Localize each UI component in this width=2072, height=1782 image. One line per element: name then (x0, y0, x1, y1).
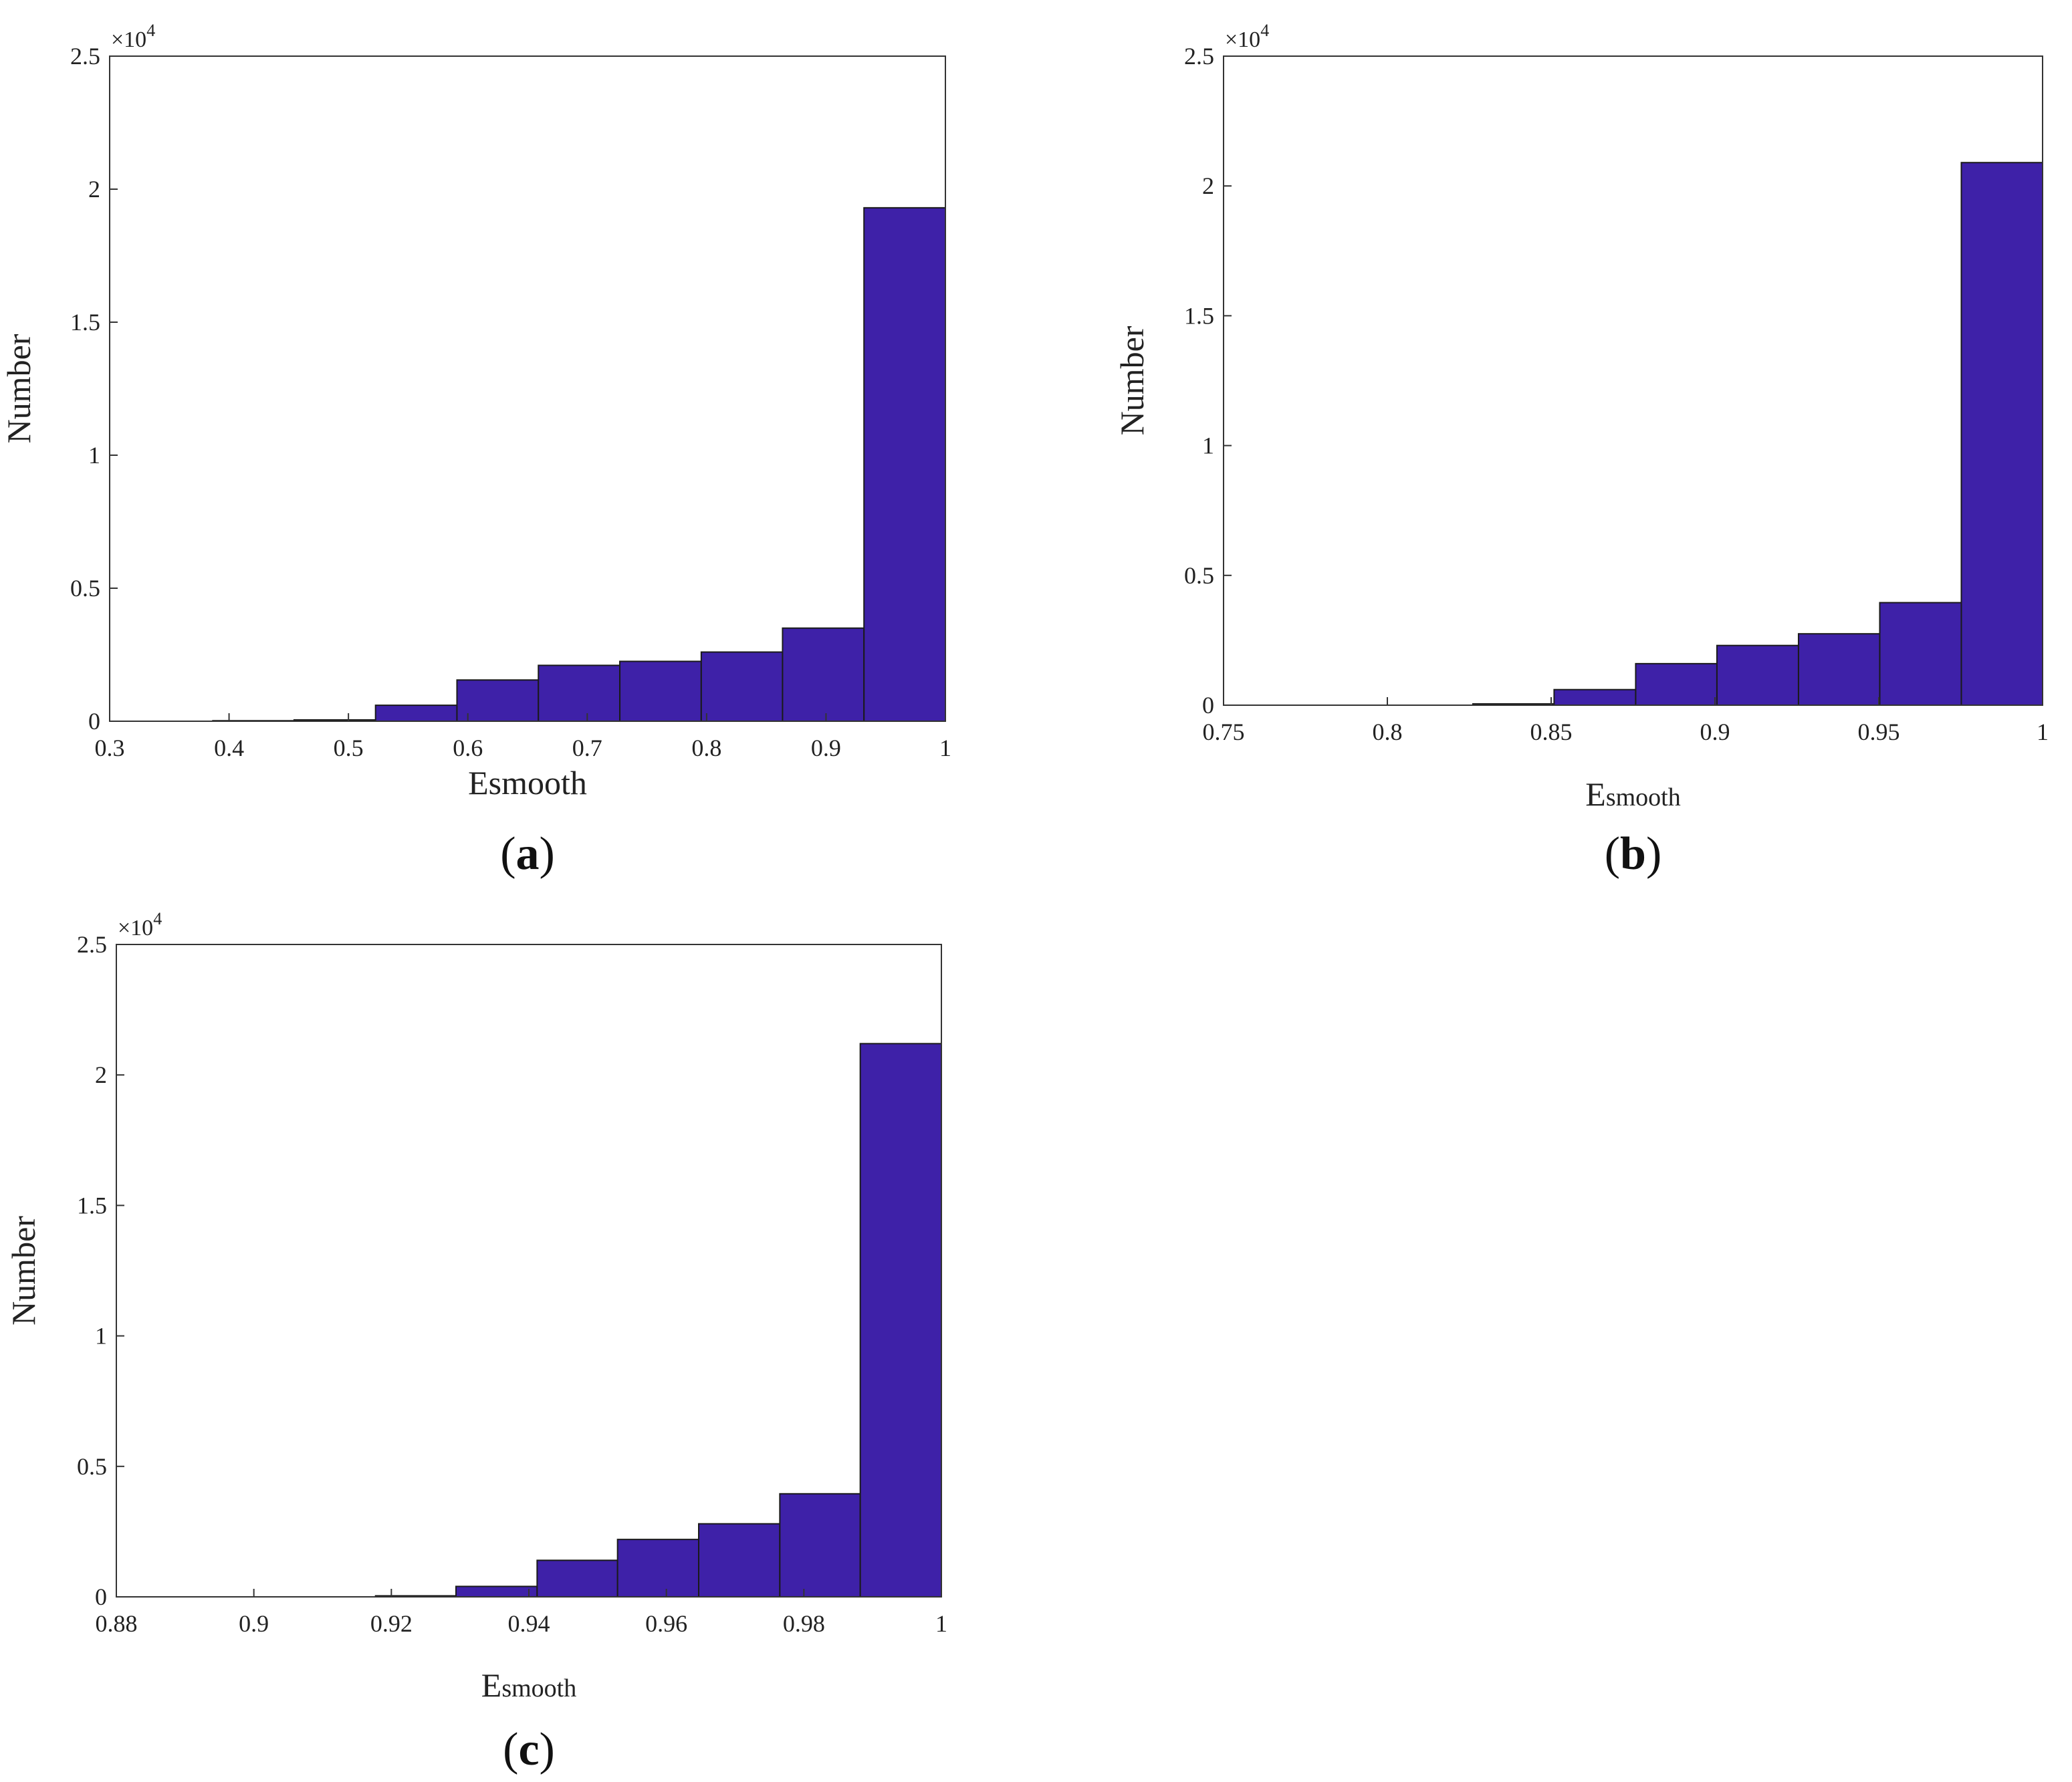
bar-b-3 (1553, 688, 1637, 707)
y-tick-label-a-4: 2 (88, 176, 100, 203)
x-tick-label-a-5: 0.8 (691, 735, 721, 761)
x-tick-label-a-3: 0.6 (453, 735, 483, 761)
y-tick-label-c-4: 2 (95, 1061, 107, 1088)
y-tick-label-a-2: 1 (88, 442, 100, 469)
bar-c-8 (859, 1043, 942, 1598)
chart-a: 0.3 0.4 0.5 0.6 0.7 0.8 0.9 1 0 0.5 1 1.5 2 2.5 ×104 Nu… (0, 21, 951, 880)
x-tick-label-c-0: 0.88 (96, 1610, 138, 1637)
x-tick-label-b-4: 0.95 (1858, 719, 1900, 745)
plot-frame-a (109, 55, 946, 722)
y-exponent-c: ×104 (118, 909, 162, 940)
panel-label-a: (a) (500, 828, 555, 880)
bar-c-4 (536, 1559, 618, 1598)
x-tick-label-c-4: 0.96 (645, 1610, 687, 1637)
bar-a-5 (538, 664, 621, 722)
x-tick-label-b-5: 1 (2037, 719, 2049, 745)
bar-b-8 (1960, 162, 2043, 706)
panel-label-b: (b) (1605, 828, 1662, 880)
bar-c-6 (697, 1523, 781, 1598)
bar-a-9 (863, 207, 946, 722)
y-tick-label-a-0: 0 (88, 708, 100, 735)
y-tick-label-c-1: 0.5 (77, 1453, 107, 1480)
bar-c-3 (455, 1585, 538, 1598)
x-tick-label-a-7: 1 (939, 735, 951, 761)
x-tick-label-a-0: 0.3 (95, 735, 125, 761)
bar-a-6 (619, 660, 702, 723)
bar-b-7 (1879, 602, 1962, 706)
bar-b-5 (1716, 644, 1799, 707)
x-tick-label-b-2: 0.85 (1530, 719, 1573, 745)
y-tick-label-b-4: 2 (1202, 172, 1214, 199)
x-axis-label-b: Esmooth (1585, 775, 1680, 813)
bar-b-6 (1797, 633, 1881, 706)
panel-label-c: (c) (503, 1724, 555, 1775)
bar-a-7 (700, 651, 784, 723)
y-tick-label-c-0: 0 (95, 1583, 107, 1610)
y-tick-label-b-0: 0 (1202, 692, 1214, 719)
chart-c: 0.88 0.9 0.92 0.94 0.96 0.98 1 0 0.5 1 1.5 2 2.5 ×104… (5, 909, 947, 1775)
x-tick-label-c-6: 1 (935, 1610, 947, 1637)
y-tick-label-b-5: 2.5 (1184, 43, 1214, 70)
x-tick-label-b-0: 0.75 (1203, 719, 1245, 745)
y-tick-label-c-3: 1.5 (77, 1192, 107, 1219)
x-tick-label-a-1: 0.4 (214, 735, 244, 761)
y-axis-label-a: Number (0, 334, 37, 443)
y-tick-label-b-3: 1.5 (1184, 302, 1214, 329)
y-axis-label-b: Number (1113, 326, 1151, 435)
x-tick-label-b-3: 0.9 (1700, 719, 1730, 745)
bar-a-8 (782, 627, 865, 723)
bar-a-3 (374, 705, 458, 722)
x-tick-label-a-6: 0.9 (811, 735, 841, 761)
bar-b-4 (1635, 662, 1718, 707)
x-tick-label-c-2: 0.92 (370, 1610, 413, 1637)
y-tick-label-c-5: 2.5 (77, 931, 107, 958)
y-exponent-a: ×104 (111, 21, 155, 52)
x-tick-label-a-4: 0.7 (572, 735, 602, 761)
chart-b: 0.75 0.8 0.85 0.9 0.95 1 0 0.5 1 1.5 2 2.5 ×104 Numbe… (1113, 21, 2049, 880)
y-axis-label-c: Number (5, 1216, 42, 1325)
x-tick-label-c-1: 0.9 (239, 1610, 269, 1637)
x-axis-label-a: Esmooth (468, 764, 587, 801)
bar-c-5 (616, 1539, 699, 1598)
y-tick-label-a-3: 1.5 (70, 309, 100, 336)
x-tick-label-c-5: 0.98 (783, 1610, 825, 1637)
y-tick-label-b-1: 0.5 (1184, 562, 1214, 589)
y-exponent-b: ×104 (1225, 21, 1269, 52)
y-tick-label-a-1: 0.5 (70, 575, 100, 602)
y-tick-label-b-2: 1 (1202, 432, 1214, 459)
bar-c-7 (779, 1493, 861, 1598)
y-tick-label-c-2: 1 (95, 1323, 107, 1350)
plot-frame-b (1223, 55, 2043, 706)
x-tick-label-b-1: 0.8 (1373, 719, 1403, 745)
x-tick-label-a-2: 0.5 (334, 735, 364, 761)
x-tick-label-c-3: 0.94 (508, 1610, 550, 1637)
x-axis-label-c: Esmooth (481, 1666, 576, 1704)
y-tick-label-a-5: 2.5 (70, 43, 100, 70)
bar-a-4 (456, 679, 540, 722)
